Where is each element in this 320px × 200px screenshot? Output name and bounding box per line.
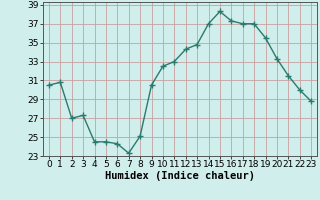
X-axis label: Humidex (Indice chaleur): Humidex (Indice chaleur) [105,171,255,181]
